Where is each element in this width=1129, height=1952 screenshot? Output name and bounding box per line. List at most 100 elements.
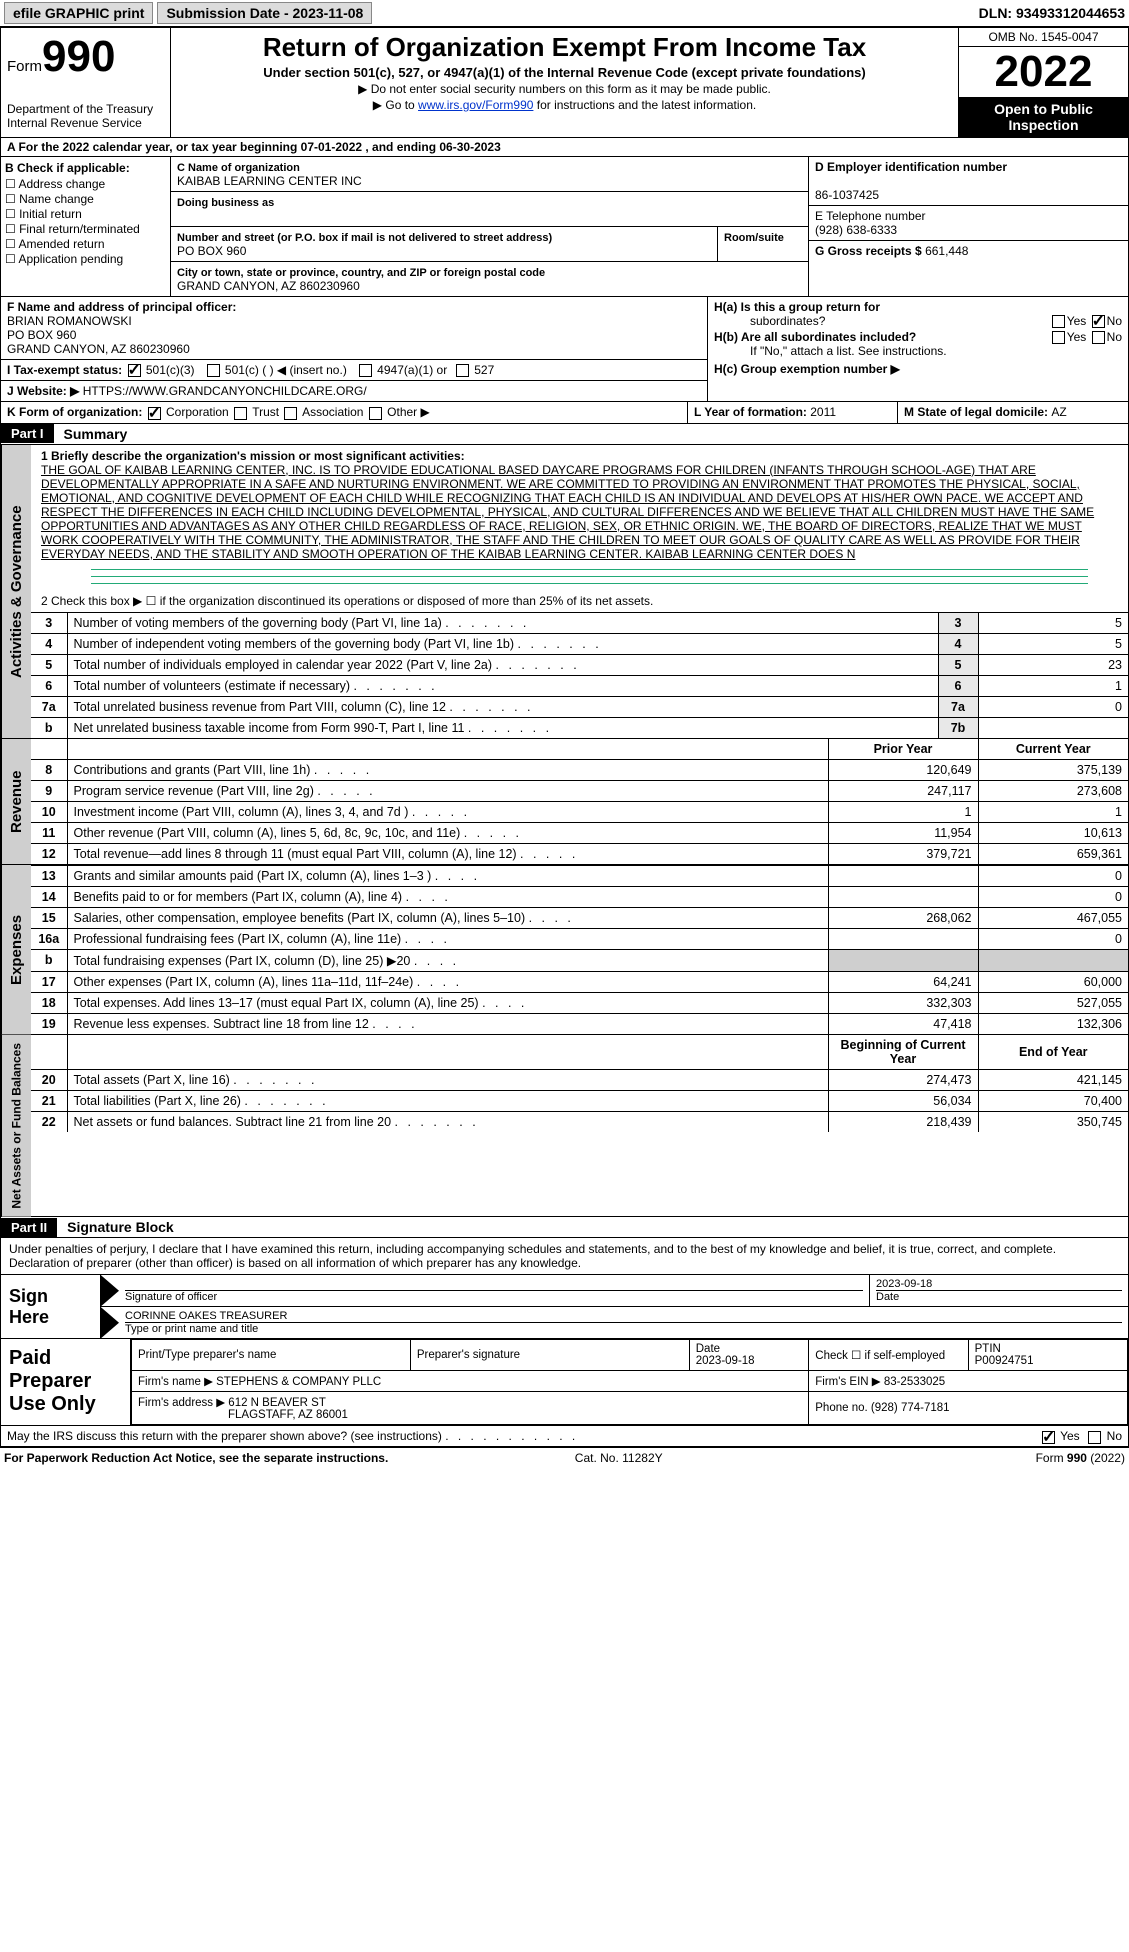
vlab-rev: Revenue — [1, 739, 31, 864]
website-row: J Website: ▶ HTTPS://WWW.GRANDCANYONCHIL… — [1, 381, 707, 401]
yes-lab: Yes — [1060, 1429, 1080, 1443]
chk-initial[interactable]: ☐ Initial return — [5, 207, 166, 221]
part1-header: Part I Summary — [0, 424, 1129, 445]
website-url: HTTPS://WWW.GRANDCANYONCHILDCARE.ORG/ — [83, 384, 367, 398]
fhij-left: F Name and address of principal officer:… — [1, 297, 708, 401]
submission-date: 2023-11-08 — [293, 5, 364, 21]
form-title: Return of Organization Exempt From Incom… — [177, 32, 952, 63]
sign-fields: Signature of officer 2023-09-18 Date COR… — [101, 1275, 1128, 1338]
name-title-lab: Type or print name and title — [125, 1322, 1122, 1335]
col-d: D Employer identification number 86-1037… — [808, 157, 1128, 296]
firm-ein: Firm's EIN ▶ 83-2533025 — [809, 1371, 1128, 1392]
chk-address[interactable]: ☐ Address change — [5, 177, 166, 191]
ein-val: 86-1037425 — [815, 188, 879, 202]
lab-corp: Corporation — [166, 405, 229, 419]
submission-btn[interactable]: Submission Date - 2023-11-08 — [157, 2, 372, 24]
ha-no[interactable] — [1092, 315, 1105, 328]
ha-lab2: subordinates? — [750, 314, 825, 328]
hb-yes[interactable] — [1052, 331, 1065, 344]
top-bar: efile GRAPHIC print Submission Date - 20… — [0, 0, 1129, 27]
k-form-org: K Form of organization: Corporation Trus… — [1, 402, 688, 422]
form990-link[interactable]: www.irs.gov/Form990 — [418, 98, 533, 112]
chk-corp[interactable] — [148, 407, 161, 420]
paid-preparer-block: Paid Preparer Use Only Print/Type prepar… — [0, 1339, 1129, 1426]
discuss-no[interactable] — [1088, 1431, 1101, 1444]
tax-exempt-lab: I Tax-exempt status: — [7, 363, 122, 377]
efile-btn[interactable]: efile GRAPHIC print — [4, 2, 153, 24]
chk-final-lab: Final return/terminated — [19, 222, 140, 236]
ha-row: H(a) Is this a group return for subordin… — [714, 300, 1122, 328]
mission-block: 1 Briefly describe the organization's mi… — [31, 445, 1128, 565]
chk-501c3[interactable] — [128, 364, 141, 377]
hb-note: If "No," attach a list. See instructions… — [750, 344, 1122, 358]
goto-pre: ▶ Go to — [373, 98, 418, 112]
footer-right: Form 990 (2022) — [1036, 1451, 1125, 1465]
firm-name: Firm's name ▶ STEPHENS & COMPANY PLLC — [132, 1371, 809, 1392]
officer-addr2: GRAND CANYON, AZ 860230960 — [7, 342, 190, 356]
phone-val: (928) 638-6333 — [815, 223, 897, 237]
lab-4947: 4947(a)(1) or — [377, 363, 447, 377]
chk-assoc[interactable] — [284, 407, 297, 420]
sig-of-lab: Signature of officer — [125, 1290, 863, 1303]
chk-501c[interactable] — [207, 364, 220, 377]
paid-fields: Print/Type preparer's name Preparer's si… — [131, 1339, 1128, 1425]
omb-no: OMB No. 1545-0047 — [959, 28, 1128, 47]
m-val: AZ — [1051, 405, 1066, 419]
chk-other[interactable] — [369, 407, 382, 420]
rule3 — [91, 583, 1088, 584]
ag-table: 3Number of voting members of the governi… — [31, 612, 1128, 738]
chk-name[interactable]: ☐ Name change — [5, 192, 166, 206]
sig-date-lab: Date — [876, 1290, 1122, 1303]
note-goto: ▶ Go to www.irs.gov/Form990 for instruct… — [177, 98, 952, 112]
addr-val: PO BOX 960 — [177, 244, 246, 258]
discuss-lab: May the IRS discuss this return with the… — [7, 1429, 442, 1443]
chk-amended[interactable]: ☐ Amended return — [5, 237, 166, 251]
section-a-period: A For the 2022 calendar year, or tax yea… — [0, 138, 1129, 157]
block-bcd: B Check if applicable: ☐ Address change … — [0, 157, 1129, 297]
goto-post: for instructions and the latest informat… — [533, 98, 756, 112]
chk-527[interactable] — [456, 364, 469, 377]
discuss-row: May the IRS discuss this return with the… — [0, 1426, 1129, 1447]
open-public: Open to Public Inspection — [959, 97, 1128, 137]
l-lab: L Year of formation: — [694, 405, 810, 419]
chk-trust[interactable] — [234, 407, 247, 420]
paid-lab: Paid Preparer Use Only — [1, 1339, 131, 1425]
revenue-section: Revenue Prior Year Current Year 8Contrib… — [0, 739, 1129, 865]
part2-badge: Part II — [1, 1218, 57, 1237]
mission-text: THE GOAL OF KAIBAB LEARNING CENTER, INC.… — [41, 463, 1094, 561]
ag-body: 1 Briefly describe the organization's mi… — [31, 445, 1128, 738]
ha-yes[interactable] — [1052, 315, 1065, 328]
m-lab: M State of legal domicile: — [904, 405, 1051, 419]
addr-left: Number and street (or P.O. box if mail i… — [171, 227, 718, 261]
bal-hdr-l: Beginning of Current Year — [828, 1035, 978, 1070]
city-val: GRAND CANYON, AZ 860230960 — [177, 279, 360, 293]
dots: . . . . . . . . . . . — [445, 1429, 578, 1443]
discuss-yes[interactable] — [1042, 1431, 1055, 1444]
bal-body: Beginning of Current Year End of Year 20… — [31, 1035, 1128, 1217]
dln: DLN: 93493312044653 — [979, 5, 1125, 21]
lab-assoc: Association — [302, 405, 363, 419]
ha-lab: H(a) Is this a group return for — [714, 300, 880, 314]
chk-amended-lab: Amended return — [18, 237, 104, 251]
chk-initial-lab: Initial return — [19, 207, 82, 221]
irs-label: Internal Revenue Service — [7, 116, 164, 130]
line2: 2 Check this box ▶ ☐ if the organization… — [31, 590, 1128, 612]
hb-no[interactable] — [1092, 331, 1105, 344]
chk-final[interactable]: ☐ Final return/terminated — [5, 222, 166, 236]
h-block: H(a) Is this a group return for subordin… — [708, 297, 1128, 401]
no-lab: No — [1107, 1429, 1122, 1443]
ein-cell: D Employer identification number 86-1037… — [809, 157, 1128, 206]
footer-left: For Paperwork Reduction Act Notice, see … — [4, 1451, 388, 1465]
chk-4947[interactable] — [359, 364, 372, 377]
hb-row: H(b) Are all subordinates included? Yes … — [714, 330, 1122, 344]
curr-hdr: Current Year — [978, 739, 1128, 760]
footer-mid: Cat. No. 11282Y — [575, 1451, 663, 1465]
gross-val: 661,448 — [925, 244, 968, 258]
org-name-cell: C Name of organization KAIBAB LEARNING C… — [171, 157, 808, 192]
pp-date: Date2023-09-18 — [689, 1340, 809, 1371]
sig-date-val: 2023-09-18 — [876, 1278, 932, 1290]
note-ssn: ▶ Do not enter social security numbers o… — [177, 82, 952, 96]
website-lab: J Website: ▶ — [7, 384, 79, 398]
chk-app-pending[interactable]: ☐ Application pending — [5, 252, 166, 266]
gross-lab: G Gross receipts $ — [815, 244, 922, 258]
